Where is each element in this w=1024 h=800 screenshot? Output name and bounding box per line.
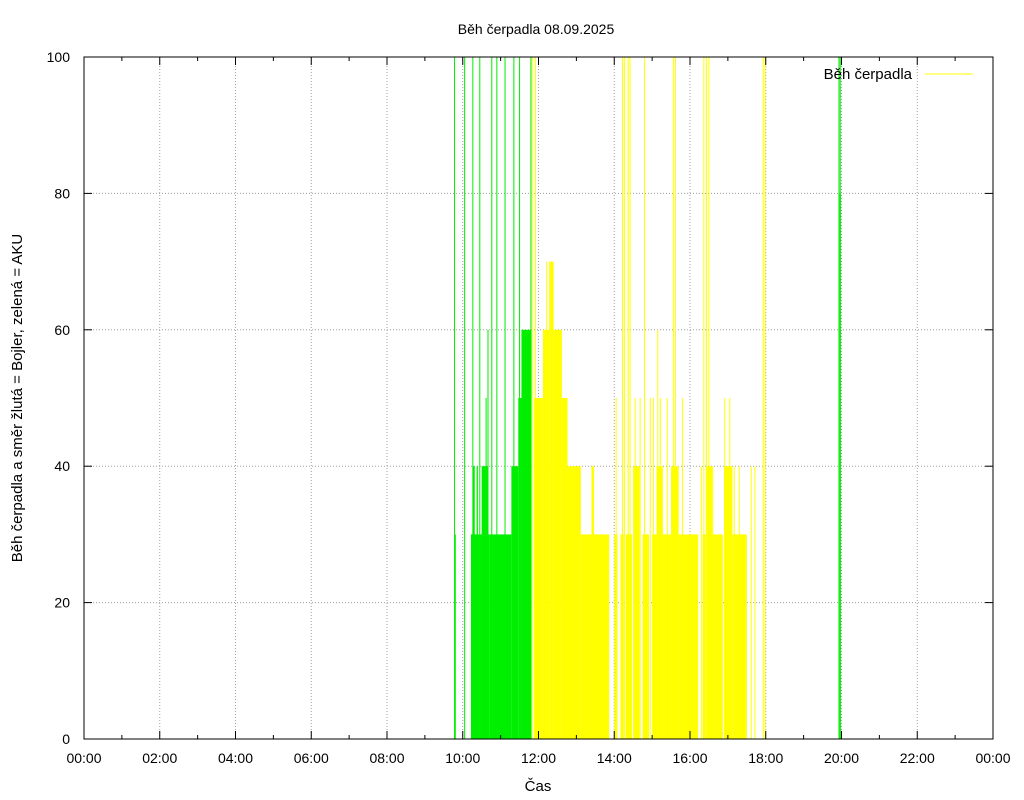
y-axis-label: Běh čerpadla a směr žlutá = Bojler, zele… [9, 234, 26, 563]
green-bar [481, 466, 488, 739]
yellow-bar [553, 329, 562, 739]
yellow-bar [567, 466, 581, 739]
yellow-bar [534, 398, 543, 739]
x-tick-label: 00:00 [975, 750, 1010, 766]
x-tick-label: 14:00 [597, 750, 632, 766]
y-tick-label: 80 [54, 185, 70, 201]
yellow-bar [707, 466, 713, 739]
yellow-bar [580, 534, 610, 739]
chart-title: Běh čerpadla 08.09.2025 [458, 21, 615, 37]
y-tick-label: 60 [54, 322, 70, 338]
yellow-bar [652, 534, 657, 739]
legend-label: Běh čerpadla [824, 66, 913, 83]
legend: Běh čerpadla [824, 66, 973, 83]
y-tick-label: 100 [47, 49, 71, 65]
axis-ticks: 00:00 02:00 04:00 06:00 08:00 10:00 12:00 14:00… [47, 49, 1011, 766]
yellow-bar [591, 466, 595, 739]
yellow-bar [546, 329, 550, 739]
yellow-bar [549, 261, 554, 739]
x-tick-label: 10:00 [445, 750, 480, 766]
yellow-bar [712, 534, 723, 739]
y-tick-label: 0 [62, 731, 70, 747]
x-tick-label: 02:00 [142, 750, 177, 766]
green-bar [472, 466, 475, 739]
x-tick-label: 06:00 [294, 750, 329, 766]
yellow-bar [542, 329, 547, 739]
green-bar [489, 534, 512, 739]
yellow-bar [625, 534, 632, 739]
yellow-bar [671, 466, 679, 739]
x-tick-label: 00:00 [66, 750, 101, 766]
x-tick-label: 22:00 [900, 750, 935, 766]
yellow-bar [633, 466, 640, 739]
x-tick-label: 16:00 [672, 750, 707, 766]
x-tick-label: 08:00 [369, 750, 404, 766]
yellow-bar [724, 466, 733, 739]
x-tick-label: 12:00 [521, 750, 556, 766]
yellow-bar [642, 534, 649, 739]
data-layer [454, 57, 841, 739]
x-tick-label: 20:00 [824, 750, 859, 766]
yellow-bar [678, 534, 699, 739]
x-axis-label: Čas [525, 778, 552, 795]
x-tick-label: 04:00 [218, 750, 253, 766]
yellow-bar [656, 466, 663, 739]
yellow-bar [561, 398, 568, 739]
y-tick-label: 20 [54, 595, 70, 611]
green-bar [470, 534, 481, 739]
green-bar [521, 329, 532, 739]
green-bar [454, 534, 456, 739]
green-bar [511, 466, 519, 739]
y-tick-label: 40 [54, 458, 70, 474]
x-tick-label: 18:00 [748, 750, 783, 766]
green-bar [476, 466, 478, 739]
plot-frame [83, 56, 994, 740]
